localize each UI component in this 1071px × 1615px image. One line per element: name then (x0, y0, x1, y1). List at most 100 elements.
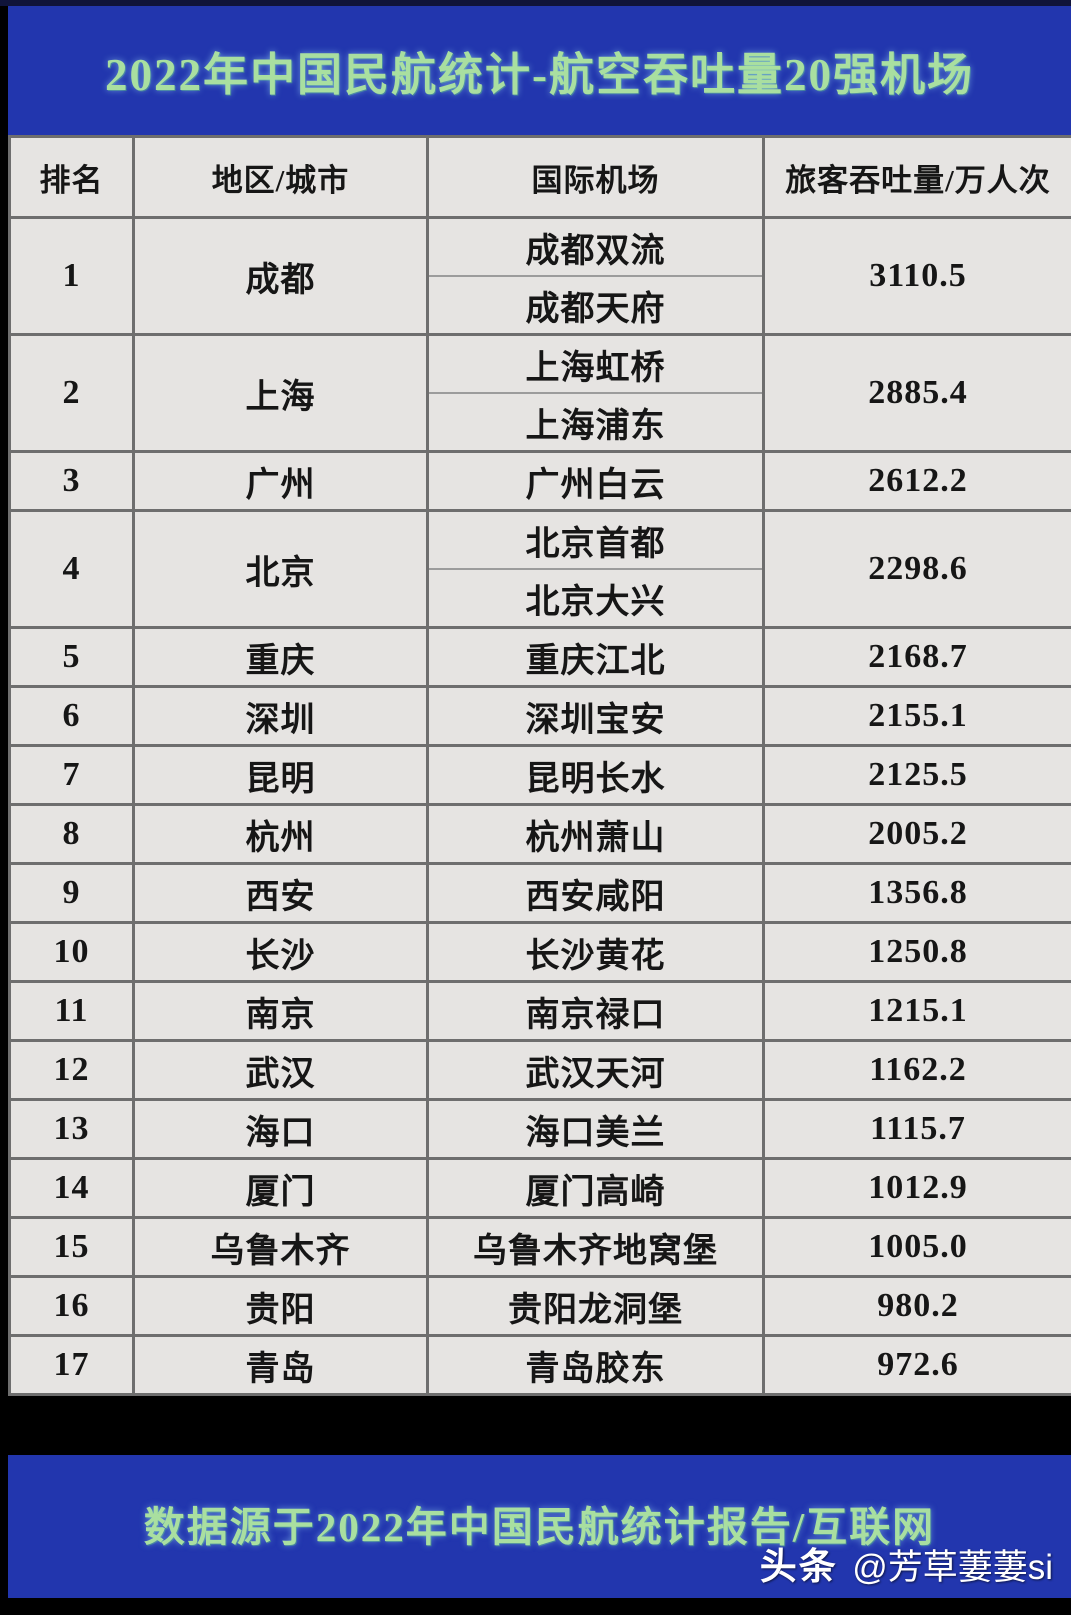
table-row: 6 深圳 深圳宝安 2155.1 (8, 685, 1071, 747)
rank-cell: 3 (8, 450, 135, 512)
header-airport: 国际机场 (426, 135, 765, 219)
rank-cell: 17 (8, 1334, 135, 1396)
throughput-cell: 2168.7 (762, 626, 1071, 688)
table-row: 9 西安 西安咸阳 1356.8 (8, 862, 1071, 924)
throughput-cell: 1356.8 (762, 862, 1071, 924)
throughput-cell: 972.6 (762, 1334, 1071, 1396)
data-source-note: 数据源于2022年中国民航统计报告/互联网 (143, 1504, 936, 1550)
rank-cell: 9 (8, 862, 135, 924)
airport-cell: 重庆江北 (426, 626, 765, 688)
table-header-row: 排名 地区/城市 国际机场 旅客吞吐量/万人次 (8, 135, 1071, 219)
city-cell: 贵阳 (132, 1275, 429, 1337)
airport-table-body: 1 成都 成都双流 3110.5 成都天府 2 上海 上海虹桥 2885.4 上海浦东 3 广州 广州白… (8, 216, 1071, 1396)
table-row: 1 成都 成都双流 3110.5 (8, 216, 1071, 336)
throughput-cell: 3110.5 (762, 216, 1071, 336)
throughput-cell: 2155.1 (762, 685, 1071, 747)
watermark-brand: 头条 (759, 1546, 838, 1587)
rank-cell: 5 (8, 626, 135, 688)
city-cell: 北京 (132, 509, 429, 629)
rank-cell: 15 (8, 1216, 135, 1278)
airport-cell: 北京首都 (426, 509, 765, 570)
watermark: 头条 @芳草萋萋si (760, 1536, 1053, 1590)
airport-cell: 乌鲁木齐地窝堡 (426, 1216, 765, 1278)
airport-cell: 上海虹桥 (426, 333, 765, 394)
throughput-cell: 980.2 (762, 1275, 1071, 1337)
city-cell: 武汉 (132, 1039, 429, 1101)
table-row: 4 北京 北京首都 2298.6 (8, 509, 1071, 629)
rank-cell: 2 (8, 333, 135, 453)
table-header: 排名 地区/城市 国际机场 旅客吞吐量/万人次 (8, 135, 1071, 219)
rank-cell: 4 (8, 509, 135, 629)
airport-cell: 长沙黄花 (426, 921, 765, 983)
rank-cell: 12 (8, 1039, 135, 1101)
city-cell: 乌鲁木齐 (132, 1216, 429, 1278)
airport-ranking-table: 排名 地区/城市 国际机场 旅客吞吐量/万人次 1 成都 成都双流 3110.5 成都天… (8, 135, 1071, 1396)
city-cell: 深圳 (132, 685, 429, 747)
airport-cell: 广州白云 (426, 450, 765, 512)
rank-cell: 10 (8, 921, 135, 983)
throughput-cell: 1215.1 (762, 980, 1071, 1042)
airport-cell: 青岛胶东 (426, 1334, 765, 1396)
throughput-cell: 1012.9 (762, 1157, 1071, 1219)
throughput-cell: 2125.5 (762, 744, 1071, 806)
top-border-strip (0, 0, 1071, 6)
header-city: 地区/城市 (132, 135, 429, 219)
throughput-cell: 2298.6 (762, 509, 1071, 629)
throughput-cell: 2612.2 (762, 450, 1071, 512)
rank-cell: 11 (8, 980, 135, 1042)
header-rank: 排名 (8, 135, 135, 219)
title-band: 2022年中国民航统计-航空吞吐量20强机场 (8, 6, 1071, 135)
throughput-cell: 1162.2 (762, 1039, 1071, 1101)
rank-cell: 7 (8, 744, 135, 806)
header-throughput: 旅客吞吐量/万人次 (762, 135, 1071, 219)
airport-cell: 昆明长水 (426, 744, 765, 806)
table-row: 8 杭州 杭州萧山 2005.2 (8, 803, 1071, 865)
throughput-cell: 2885.4 (762, 333, 1071, 453)
rank-cell: 13 (8, 1098, 135, 1160)
throughput-cell: 2005.2 (762, 803, 1071, 865)
table-subrow: 成都天府 (10, 275, 1071, 336)
city-cell: 成都 (132, 216, 429, 336)
airport-cell: 西安咸阳 (426, 862, 765, 924)
table-row: 10 长沙 长沙黄花 1250.8 (8, 921, 1071, 983)
airport-cell: 贵阳龙洞堡 (426, 1275, 765, 1337)
watermark-handle: @芳草萋萋si (852, 1548, 1053, 1587)
table-row: 12 武汉 武汉天河 1162.2 (8, 1039, 1071, 1101)
rank-cell: 6 (8, 685, 135, 747)
airport-cell: 上海浦东 (426, 392, 765, 453)
city-cell: 上海 (132, 333, 429, 453)
throughput-cell: 1005.0 (762, 1216, 1071, 1278)
table-row: 14 厦门 厦门高崎 1012.9 (8, 1157, 1071, 1219)
rank-cell: 8 (8, 803, 135, 865)
table-row: 15 乌鲁木齐 乌鲁木齐地窝堡 1005.0 (8, 1216, 1071, 1278)
footer-band: 数据源于2022年中国民航统计报告/互联网 头条 @芳草萋萋si (8, 1455, 1071, 1598)
city-cell: 青岛 (132, 1334, 429, 1396)
rank-cell: 1 (8, 216, 135, 336)
throughput-cell: 1115.7 (762, 1098, 1071, 1160)
airport-cell: 杭州萧山 (426, 803, 765, 865)
city-cell: 杭州 (132, 803, 429, 865)
table-row: 5 重庆 重庆江北 2168.7 (8, 626, 1071, 688)
table-row: 16 贵阳 贵阳龙洞堡 980.2 (8, 1275, 1071, 1337)
airport-cell: 武汉天河 (426, 1039, 765, 1101)
rank-cell: 16 (8, 1275, 135, 1337)
table-row: 7 昆明 昆明长水 2125.5 (8, 744, 1071, 806)
rank-cell: 14 (8, 1157, 135, 1219)
airport-cell: 南京禄口 (426, 980, 765, 1042)
throughput-cell: 1250.8 (762, 921, 1071, 983)
city-cell: 昆明 (132, 744, 429, 806)
page-title: 2022年中国民航统计-航空吞吐量20强机场 (105, 50, 974, 100)
table-row: 2 上海 上海虹桥 2885.4 (8, 333, 1071, 453)
airport-cell: 厦门高崎 (426, 1157, 765, 1219)
city-cell: 长沙 (132, 921, 429, 983)
table-row: 3 广州 广州白云 2612.2 (8, 450, 1071, 512)
table-subrow: 上海浦东 (10, 392, 1071, 453)
city-cell: 厦门 (132, 1157, 429, 1219)
city-cell: 海口 (132, 1098, 429, 1160)
airport-cell: 成都双流 (426, 216, 765, 277)
city-cell: 广州 (132, 450, 429, 512)
airport-cell: 成都天府 (426, 275, 765, 336)
bottom-border-strip (0, 1598, 1071, 1615)
table-row: 13 海口 海口美兰 1115.7 (8, 1098, 1071, 1160)
